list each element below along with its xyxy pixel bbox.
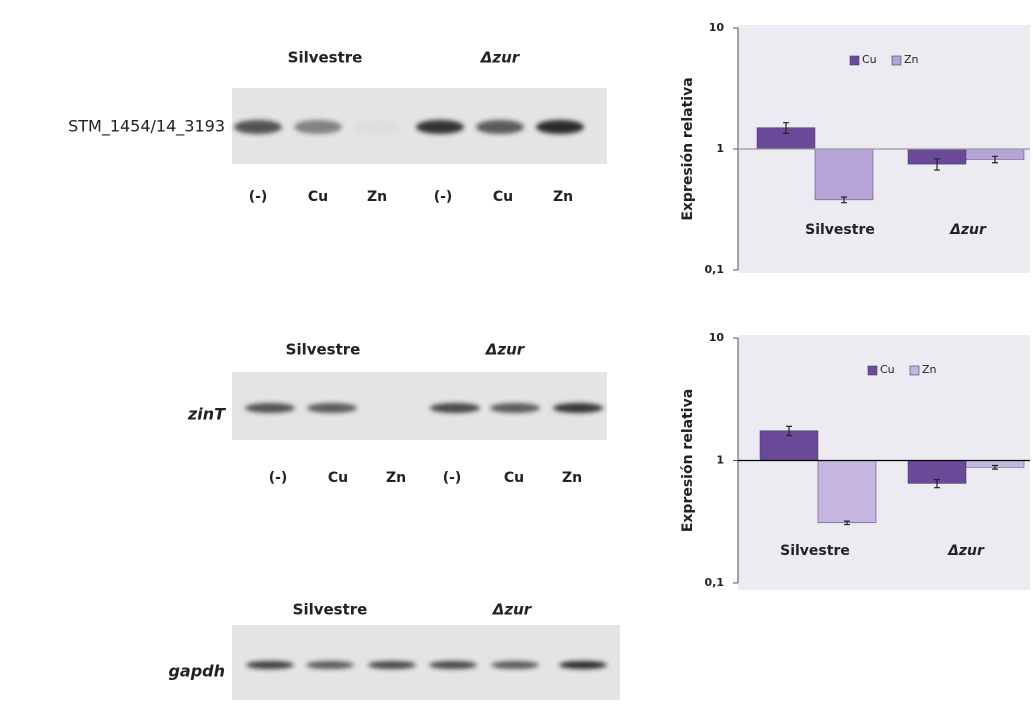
category-label: Δzur: [949, 222, 987, 238]
lane-label: (-): [443, 470, 462, 486]
bar: [818, 461, 876, 523]
y-tick-label: 0,1: [705, 263, 725, 276]
band: [234, 120, 282, 134]
blot-label: zinT: [187, 405, 226, 424]
lane-label: Zn: [367, 189, 387, 205]
blot-background: [232, 625, 620, 700]
y-axis-label: Expresión relativa: [680, 389, 696, 532]
blot-label: STM_1454/14_3193: [68, 117, 225, 137]
charts: 0,1 1 10 Silvestre Δzur Expresión relativa Cu Z…: [680, 21, 1030, 590]
lane-label: Cu: [504, 470, 524, 486]
band: [368, 661, 416, 669]
band: [536, 120, 584, 134]
group-header: Silvestre: [286, 341, 361, 359]
lane-label: (-): [269, 470, 288, 486]
band: [416, 120, 464, 134]
legend-label: Cu: [880, 363, 895, 376]
band: [245, 403, 295, 413]
group-header: Δzur: [485, 341, 526, 359]
y-tick-label: 0,1: [705, 576, 725, 589]
lane-label: (-): [249, 189, 268, 205]
y-tick-label: 10: [709, 331, 725, 344]
legend-swatch: [868, 366, 877, 375]
bar: [815, 149, 873, 200]
group-header: Δzur: [492, 601, 533, 619]
group-header: Δzur: [480, 49, 521, 67]
group-header: Silvestre: [288, 49, 363, 67]
legend-label: Cu: [862, 53, 877, 66]
lane-label: Cu: [328, 470, 348, 486]
figure: STM_1454/14_3193 Silvestre Δzur (-) Cu Zn (-) C…: [0, 0, 1033, 704]
category-label: Silvestre: [805, 222, 875, 238]
band: [294, 120, 342, 134]
y-tick-label: 1: [716, 142, 724, 155]
band: [553, 403, 603, 413]
band: [430, 403, 480, 413]
lane-label: Cu: [308, 189, 328, 205]
band: [490, 403, 540, 413]
lane-label: Zn: [386, 470, 406, 486]
legend-swatch: [910, 366, 919, 375]
y-tick-label: 10: [709, 21, 725, 34]
band: [353, 120, 401, 134]
lane-label: Zn: [562, 470, 582, 486]
y-tick-label: 1: [716, 454, 724, 467]
category-label: Δzur: [947, 543, 985, 559]
band: [306, 661, 354, 669]
blots: STM_1454/14_3193 Silvestre Δzur (-) Cu Zn (-) C…: [68, 49, 620, 701]
band: [246, 661, 294, 669]
category-label: Silvestre: [780, 543, 850, 559]
legend-label: Zn: [922, 363, 937, 376]
lane-label: (-): [434, 189, 453, 205]
legend-swatch: [850, 56, 859, 65]
lane-label: Zn: [553, 189, 573, 205]
lane-label: Cu: [493, 189, 513, 205]
blot-label: gapdh: [168, 662, 225, 681]
band: [307, 403, 357, 413]
legend-swatch: [892, 56, 901, 65]
band: [559, 661, 607, 669]
band: [476, 120, 524, 134]
band: [491, 661, 539, 669]
y-axis-label: Expresión relativa: [680, 77, 696, 220]
legend-label: Zn: [904, 53, 919, 66]
band: [429, 661, 477, 669]
group-header: Silvestre: [293, 601, 368, 619]
